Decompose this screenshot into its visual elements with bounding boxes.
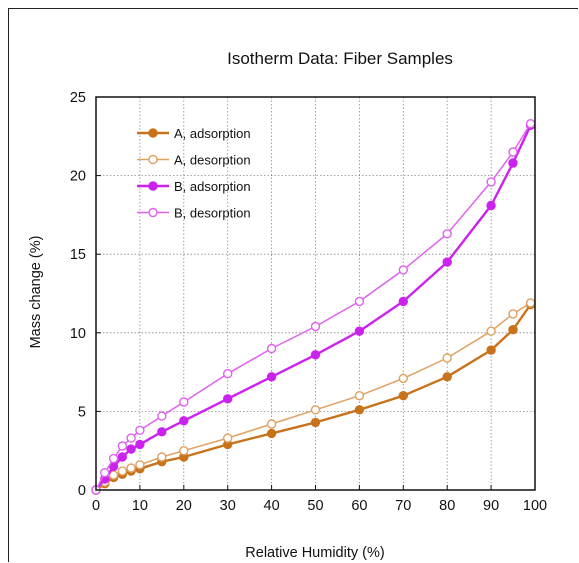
data-point: [525, 118, 536, 129]
series-4: [91, 118, 536, 495]
x-tick-label: 20: [176, 498, 192, 514]
x-tick-label: 0: [92, 498, 100, 514]
data-point: [179, 446, 189, 456]
data-point: [222, 394, 233, 404]
legend-item: A, adsorption: [137, 126, 251, 141]
y-tick-label: 0: [78, 483, 86, 499]
legend-item: A, desorption: [137, 153, 251, 168]
data-point: [266, 419, 277, 429]
data-point: [310, 405, 321, 415]
data-point: [126, 463, 136, 473]
data-point: [135, 439, 145, 450]
x-tick-label: 50: [307, 498, 323, 514]
x-tick-label: 90: [483, 498, 499, 514]
series-3: [91, 120, 536, 495]
x-tick-label: 60: [351, 498, 367, 514]
series-layer: [91, 118, 536, 495]
legend-label: A, adsorption: [174, 126, 251, 141]
legend-label: B, desorption: [174, 206, 251, 221]
data-point: [179, 416, 189, 426]
data-point: [508, 158, 518, 168]
data-point: [179, 397, 189, 407]
data-point: [157, 427, 167, 437]
data-point: [126, 444, 136, 454]
data-point: [266, 372, 277, 382]
data-point: [508, 309, 518, 319]
legend-marker: [148, 181, 158, 191]
data-point: [100, 468, 110, 478]
legend-marker: [148, 207, 158, 218]
data-point: [117, 466, 128, 476]
y-tick-label: 15: [70, 247, 86, 263]
data-point: [354, 296, 365, 307]
data-point: [354, 391, 365, 401]
x-tick-label: 40: [264, 498, 280, 514]
data-point: [126, 433, 136, 443]
x-axis-label: Relative Humidity (%): [245, 545, 384, 561]
legend-marker: [148, 128, 158, 138]
data-point: [222, 369, 233, 379]
data-point: [135, 460, 145, 470]
data-point: [398, 296, 408, 307]
data-point: [310, 417, 321, 428]
chart-title: Isotherm Data: Fiber Samples: [227, 49, 453, 68]
grid: [96, 97, 535, 490]
x-tick-label: 30: [220, 498, 236, 514]
legend-label: B, adsorption: [174, 179, 251, 194]
data-point: [508, 147, 518, 157]
data-point: [117, 441, 128, 451]
data-point: [398, 373, 408, 384]
x-tick-label: 70: [395, 498, 411, 514]
data-point: [157, 411, 167, 421]
data-point: [222, 433, 233, 443]
chart-frame: [8, 8, 578, 562]
data-point: [508, 325, 518, 335]
data-point: [354, 326, 365, 336]
legend: A, adsorption A, desorption B, adsorption B…: [137, 126, 251, 221]
y-axis-label: Mass change (%): [28, 236, 44, 349]
data-point: [442, 372, 452, 382]
data-point: [310, 321, 321, 332]
data-point: [108, 470, 119, 480]
data-point: [486, 200, 496, 211]
data-point: [266, 343, 277, 354]
y-tick-label: 25: [70, 90, 86, 106]
x-tick-label: 10: [132, 498, 148, 514]
data-point: [310, 350, 321, 360]
data-point: [442, 353, 452, 363]
data-point: [266, 428, 277, 439]
data-point: [442, 257, 452, 267]
data-point: [486, 177, 496, 187]
legend-item: B, desorption: [137, 206, 251, 221]
y-tick-label: 5: [78, 404, 86, 420]
data-point: [525, 298, 536, 308]
data-point: [108, 453, 119, 464]
x-tick-label: 100: [523, 498, 547, 514]
data-point: [157, 452, 167, 462]
data-point: [398, 391, 408, 401]
data-point: [442, 229, 452, 239]
data-point: [486, 345, 496, 355]
y-tick-label: 20: [70, 169, 86, 185]
legend-marker: [148, 154, 158, 165]
axis-ticks: 0 10 20 30 40 50 60 70 80 90 100 0 5 10 15 20 25: [70, 90, 547, 514]
data-point: [398, 265, 408, 275]
legend-label: A, desorption: [174, 153, 251, 168]
data-point: [354, 405, 365, 415]
legend-item: B, adsorption: [137, 179, 251, 194]
data-point: [135, 425, 145, 435]
y-tick-label: 10: [70, 326, 86, 342]
x-tick-label: 80: [439, 498, 455, 514]
data-point: [486, 326, 496, 336]
data-point: [117, 452, 128, 462]
